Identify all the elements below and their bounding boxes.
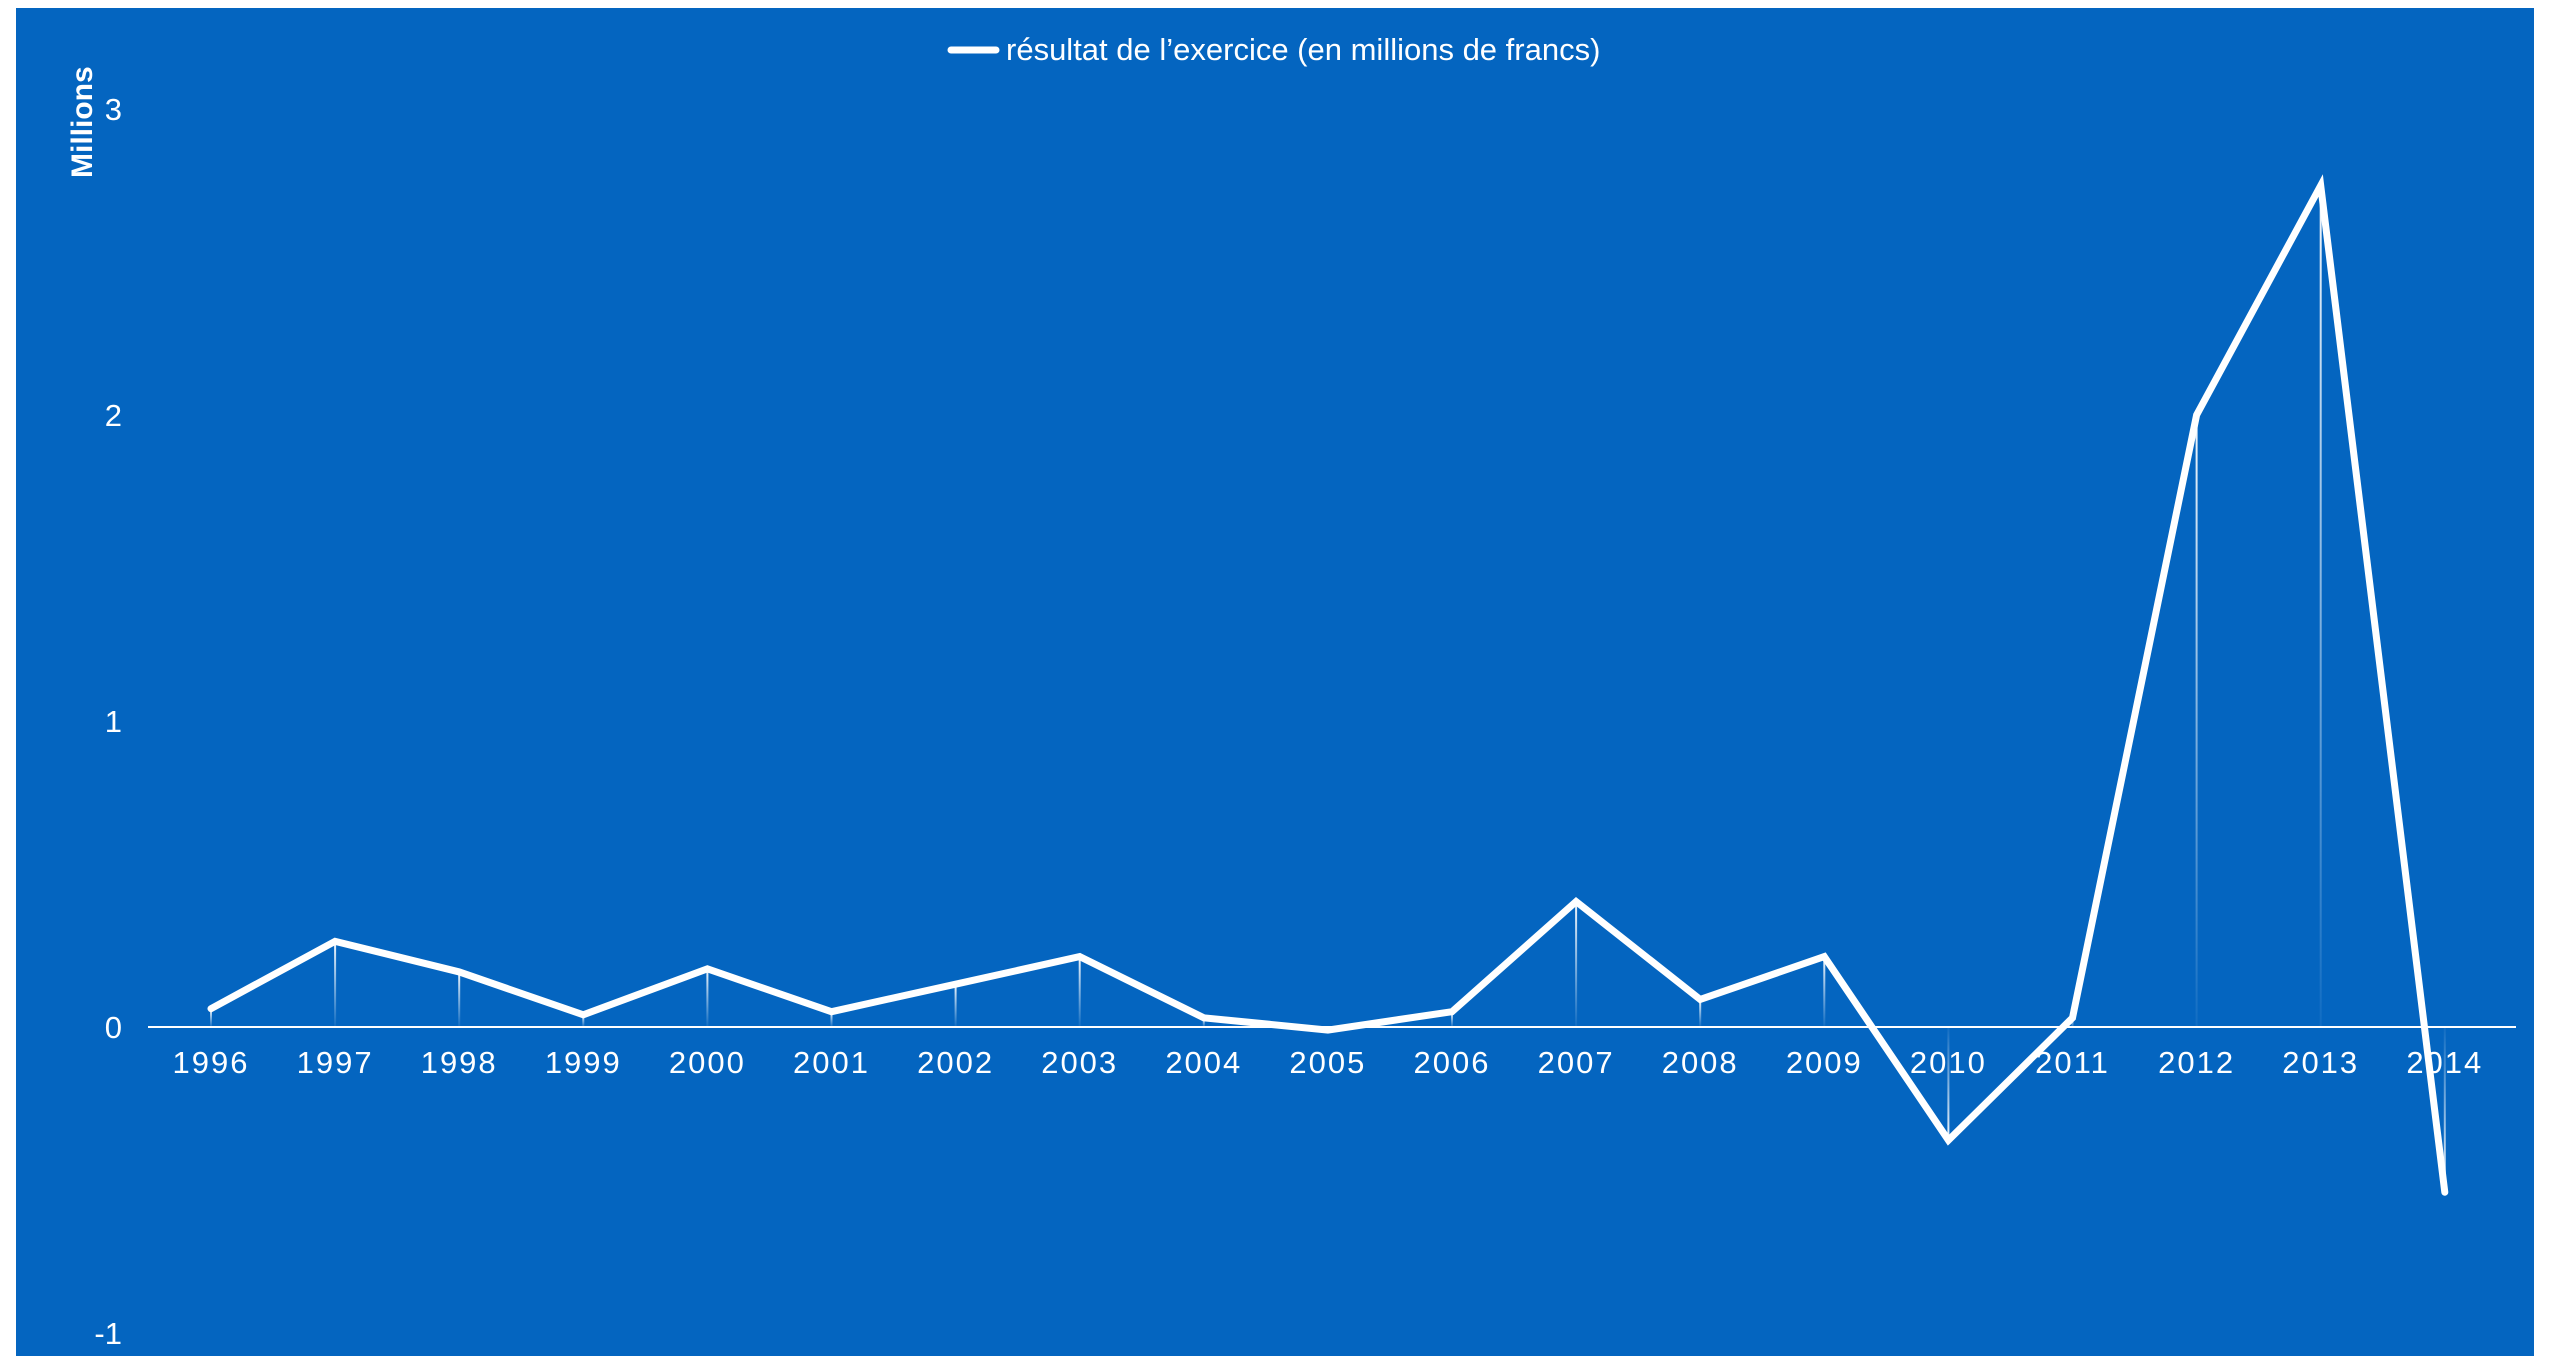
data-point: [2193, 412, 2200, 418]
data-point: [2317, 182, 2324, 189]
x-tick-label: 1999: [545, 1045, 622, 1080]
x-tick-label: 2013: [2282, 1045, 2359, 1080]
y-tick-label: 1: [105, 704, 122, 739]
data-point: [332, 938, 339, 945]
x-tick-label: 2008: [1662, 1045, 1739, 1080]
data-point: [1821, 953, 1828, 960]
data-point: [1945, 1137, 1952, 1144]
x-tick-label: 2009: [1786, 1045, 1863, 1080]
x-tick-label: 2006: [1414, 1045, 1491, 1080]
legend-label: résultat de l’exercice (en millions de f…: [1006, 32, 1600, 67]
line-chart: résultat de l’exercice (en millions de f…: [66, 32, 2516, 1351]
data-point: [1324, 1027, 1331, 1034]
data-point: [208, 1005, 214, 1012]
legend: résultat de l’exercice (en millions de f…: [947, 32, 1600, 67]
x-tick-label: 2007: [1538, 1045, 1615, 1080]
series-line-resultat: [207, 174, 2449, 1196]
y-axis-label: Millions: [66, 66, 99, 178]
x-tick-label: 2003: [1041, 1045, 1118, 1080]
y-tick-label: 2: [105, 398, 122, 433]
data-point: [1697, 996, 1704, 1003]
data-point: [1573, 898, 1580, 905]
x-tick-label: 2000: [669, 1045, 746, 1080]
drop-lines: [210, 185, 2446, 1193]
y-axis-ticks: -1 0 1 2 3: [94, 92, 122, 1351]
x-tick-label: 1997: [297, 1045, 374, 1080]
data-point: [704, 965, 711, 972]
x-tick-label: 1996: [173, 1045, 250, 1080]
data-point: [2441, 1189, 2448, 1196]
x-tick-label: 2002: [917, 1045, 994, 1080]
x-tick-label: 2012: [2158, 1045, 2235, 1080]
series-group: [207, 174, 2449, 1196]
x-tick-label: 1998: [421, 1045, 498, 1080]
x-axis-ticks: 1996 1997 1998 1999 2000 2001 2002 2003 2004 2005…: [173, 1045, 2483, 1080]
chart-panel: résultat de l’exercice (en millions de f…: [16, 8, 2534, 1356]
x-tick-label: 2011: [2035, 1045, 2110, 1080]
data-point: [1449, 1008, 1455, 1015]
y-tick-label: 0: [105, 1010, 122, 1045]
data-point: [952, 981, 959, 988]
data-point: [1076, 953, 1083, 960]
y-tick-label: -1: [94, 1316, 122, 1351]
data-point: [456, 968, 463, 975]
data-point: [580, 1011, 587, 1018]
data-point: [828, 1008, 835, 1015]
x-tick-label: 2005: [1289, 1045, 1366, 1080]
x-tick-label: 2004: [1165, 1045, 1242, 1080]
x-tick-label: 2010: [1910, 1045, 1987, 1080]
x-tick-label: 2014: [2406, 1045, 2483, 1080]
data-point: [2069, 1014, 2076, 1021]
data-point: [1200, 1014, 1207, 1021]
y-tick-label: 3: [105, 92, 122, 127]
x-tick-label: 2001: [793, 1045, 870, 1080]
